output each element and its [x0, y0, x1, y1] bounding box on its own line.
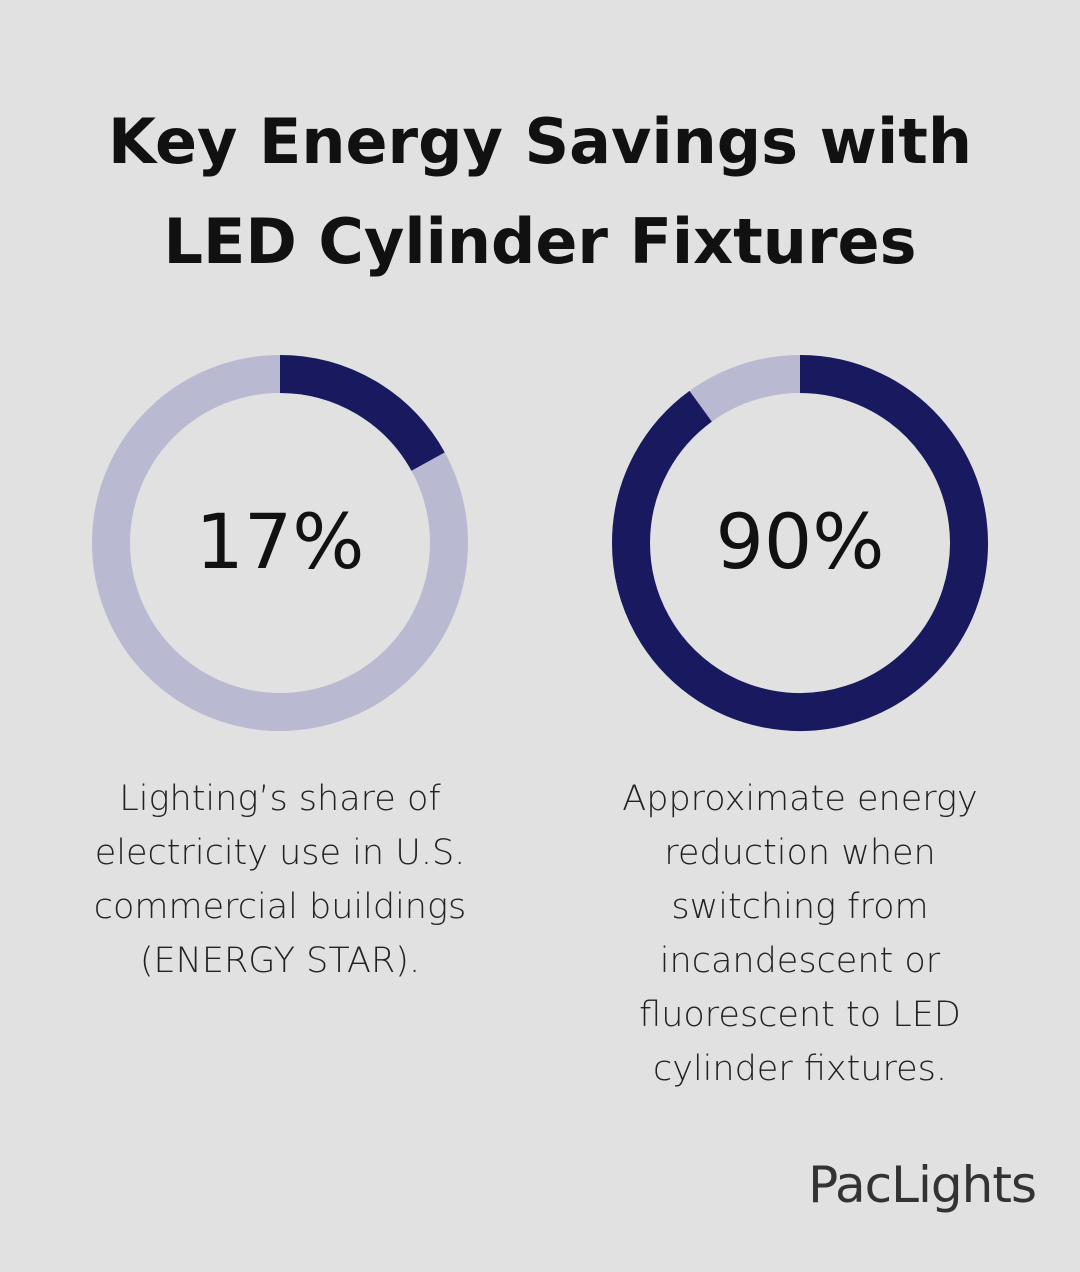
donut-arc — [279, 355, 445, 472]
donut-arc — [612, 355, 988, 731]
donut-charts: 17% 90% — [92, 355, 988, 731]
donut-value-label: 90% — [716, 497, 885, 586]
description: Approximate energy reduction when switch… — [622, 779, 978, 1089]
brand-logo: PacLights — [808, 1156, 1037, 1214]
description: Lighting’s share of electricity use in U… — [93, 779, 467, 981]
title: Key Energy Savings with LED Cylinder Fix… — [108, 105, 972, 278]
donut-value-label: 17% — [196, 497, 365, 586]
